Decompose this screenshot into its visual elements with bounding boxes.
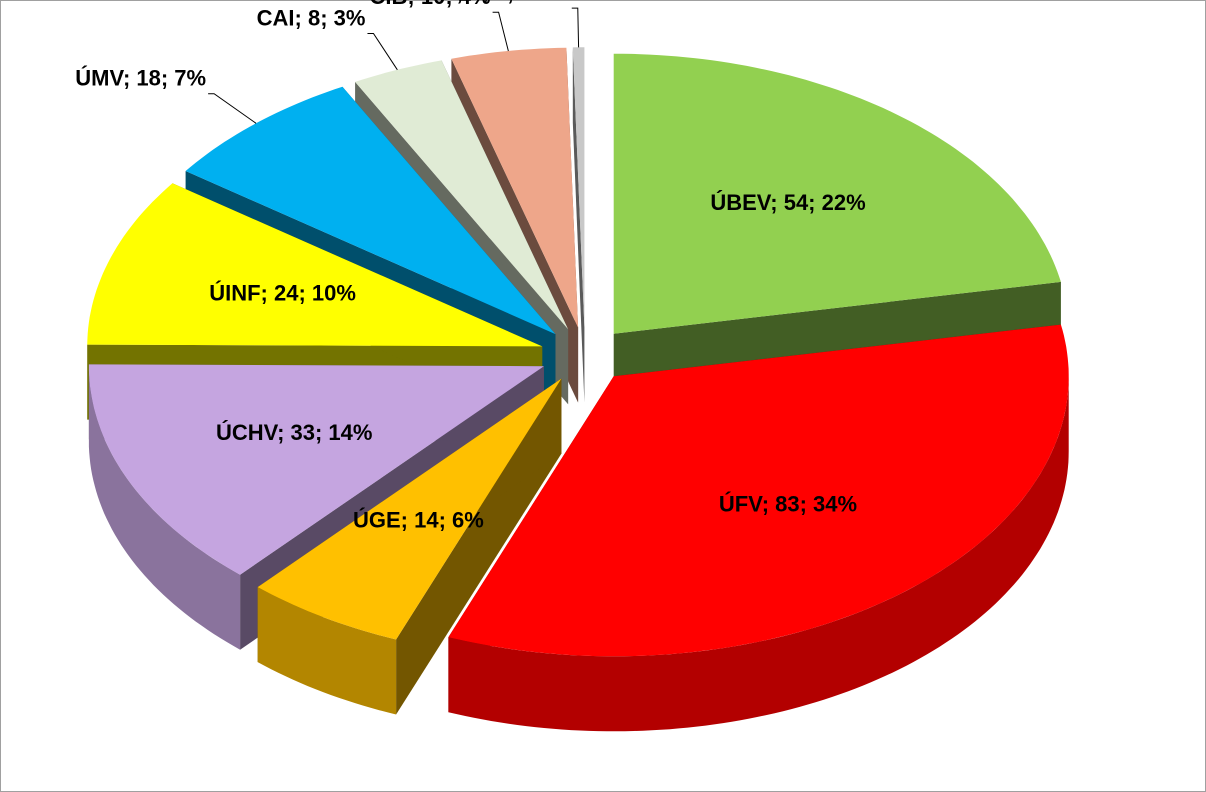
slice-group [572, 47, 585, 403]
slice [87, 183, 543, 347]
leader-line [571, 7, 580, 48]
data-label: ÚINF; 24; 10% [209, 280, 356, 305]
data-label: ÚGE; 14; 6% [353, 508, 484, 533]
slice [613, 53, 1061, 334]
slice-wall [448, 376, 1069, 732]
slice [451, 47, 579, 328]
data-label: CCV; 1; 0,004% [411, 0, 570, 5]
data-label: CAI; 8; 3% [257, 5, 366, 30]
slice [185, 86, 556, 335]
leader-line [367, 32, 398, 71]
leader-line [208, 93, 257, 124]
slice-group [448, 324, 1069, 732]
slice-side [572, 47, 585, 403]
data-label: CIB; 10; 4% [370, 0, 491, 9]
slice-group [257, 378, 562, 715]
slice [88, 364, 544, 575]
slice [572, 47, 585, 328]
data-label: ÚBEV; 54; 22% [710, 190, 865, 215]
slice [257, 378, 562, 640]
data-label: ÚFV; 83; 34% [719, 491, 857, 516]
slice-wall [88, 366, 241, 650]
slice [355, 60, 569, 330]
data-label: ÚCHV; 33; 14% [216, 420, 373, 445]
slice-wall [257, 587, 397, 715]
leader-line [492, 11, 509, 52]
slice [448, 324, 1069, 657]
data-label: ÚMV; 18; 7% [75, 66, 206, 91]
